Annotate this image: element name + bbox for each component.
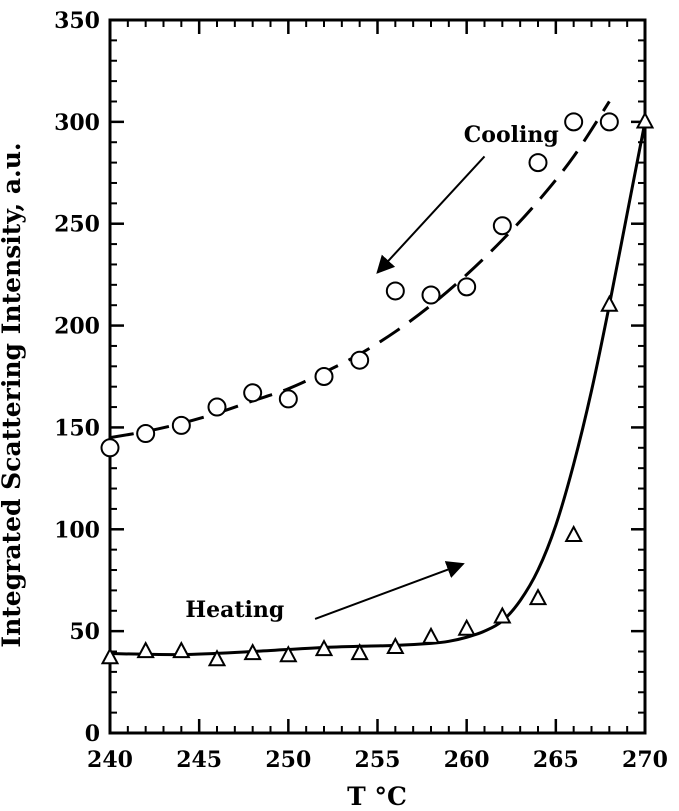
heating-point [386, 636, 405, 655]
y-tick-label: 150 [54, 415, 100, 441]
heating-point [100, 647, 120, 665]
cooling-point [207, 397, 227, 417]
heating-annotation: Heating [185, 597, 284, 623]
cooling-point [171, 415, 191, 435]
y-tick-label: 100 [54, 517, 100, 543]
x-tick-label: 245 [176, 747, 222, 773]
cooling-point [564, 112, 584, 132]
x-axis-title: T °C [347, 782, 407, 811]
cooling-point [421, 285, 441, 305]
x-tick-label: 265 [533, 747, 579, 773]
cooling-fit-curve [109, 100, 611, 440]
heating-point [600, 294, 619, 312]
cooling-point [314, 367, 334, 386]
cooling-point [350, 350, 370, 370]
cooling-point [599, 112, 619, 132]
x-tick-label: 240 [87, 747, 133, 773]
x-tick-label: 250 [265, 747, 311, 773]
heating-point [314, 638, 334, 657]
y-tick-label: 200 [54, 314, 100, 340]
heating-point [564, 524, 583, 542]
cooling-point [457, 277, 477, 297]
cooling-annotation: Cooling [464, 122, 559, 148]
heating-point [635, 111, 655, 129]
heating-point [207, 649, 227, 667]
x-tick-label: 260 [444, 747, 490, 773]
y-tick-label: 0 [85, 721, 100, 747]
x-tick-label: 255 [355, 747, 401, 773]
heating-point [243, 643, 262, 661]
y-tick-label: 250 [54, 212, 100, 238]
y-axis-title: Integrated Scattering Intensity, a.u. [0, 142, 26, 647]
x-tick-label: 270 [622, 747, 668, 773]
cooling-point [243, 383, 263, 403]
heating-point [421, 626, 441, 644]
heating-point [136, 640, 155, 659]
cooling-point [385, 281, 405, 301]
heating-point [528, 588, 548, 606]
heating-point [279, 645, 298, 663]
cooling-point [136, 424, 156, 444]
cooling-point [100, 438, 120, 458]
y-tick-label: 300 [54, 110, 100, 136]
y-tick-label: 350 [54, 8, 100, 34]
cooling-point [528, 153, 548, 173]
cooling-point [492, 216, 512, 236]
plot-frame [108, 18, 647, 735]
heating-point [493, 606, 512, 624]
cooling-arrow [376, 155, 486, 274]
heating-point [457, 618, 476, 636]
heating-point [350, 643, 369, 661]
heating-fit-curve [109, 121, 647, 657]
heating-point [172, 640, 191, 659]
y-tick-label: 50 [69, 619, 100, 645]
cooling-point [278, 389, 298, 409]
heating-arrow [314, 561, 465, 620]
